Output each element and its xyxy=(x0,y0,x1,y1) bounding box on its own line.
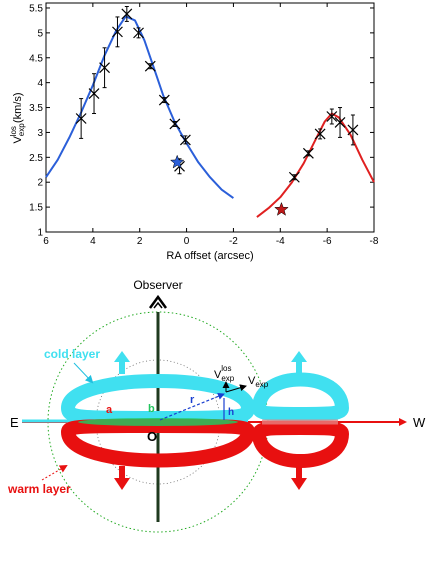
x-tick-label: -2 xyxy=(229,236,238,247)
y-tick-label: 1.5 xyxy=(29,203,43,214)
origin-label: O xyxy=(147,429,157,444)
y-label-sub: exp xyxy=(17,123,26,136)
data-point xyxy=(133,27,144,39)
y-tick-label: 4.5 xyxy=(29,53,43,64)
y-tick-label: 4 xyxy=(37,78,43,89)
vlos-label: Vexplos xyxy=(214,364,235,383)
tick-marks xyxy=(45,3,375,233)
y-axis-label: Vexplos (km/s) xyxy=(9,92,26,143)
a-label: a xyxy=(106,404,113,416)
green-disk xyxy=(78,418,238,426)
x-tick-label: 6 xyxy=(43,236,49,247)
x-marker xyxy=(121,8,133,20)
velocity-chart: 6 4 2 0 -2 -4 -6 -8 1 1.5 2 2.5 3 3.5 4 4.5 5 5.5 RA offs… xyxy=(9,2,379,262)
y-tick-label: 5.5 xyxy=(29,3,43,14)
x-marker xyxy=(169,118,181,130)
observer-label: Observer xyxy=(133,278,182,292)
warm-arrow-left xyxy=(114,466,130,490)
data-points xyxy=(75,5,359,216)
data-point xyxy=(88,73,100,115)
x-tick-label: -8 xyxy=(370,236,379,247)
data-point xyxy=(288,171,300,183)
x-marker xyxy=(99,62,110,74)
y-tick-label: 5 xyxy=(37,28,43,39)
x-marker xyxy=(314,128,326,140)
x-marker xyxy=(144,60,156,72)
data-point xyxy=(347,114,359,146)
vlos-label-main: V xyxy=(214,369,222,381)
data-point xyxy=(99,47,110,89)
x-marker xyxy=(133,27,144,39)
fit-line xyxy=(45,15,234,199)
h-label: h xyxy=(228,407,234,418)
data-point xyxy=(121,5,133,22)
x-tick-label: 2 xyxy=(137,236,143,247)
data-point xyxy=(179,134,191,146)
y-tick-label: 2.5 xyxy=(29,153,43,164)
y-label-main: V xyxy=(12,136,24,144)
data-point xyxy=(314,128,326,140)
cold-arrow-left xyxy=(114,351,130,374)
vexp-arrow xyxy=(225,384,247,393)
cold-layer-pointer xyxy=(73,362,94,384)
data-point xyxy=(112,16,123,48)
x-marker xyxy=(334,117,346,128)
x-tick-label: 4 xyxy=(90,236,96,247)
cold-arrow-right xyxy=(291,351,307,374)
data-point xyxy=(326,108,338,125)
y-tick-label: 3.5 xyxy=(29,103,43,114)
data-point xyxy=(334,107,346,138)
warm-layer-label: warm layer xyxy=(7,482,71,496)
x-marker xyxy=(112,26,123,38)
east-label: E xyxy=(10,415,19,430)
y-label-unit: (km/s) xyxy=(12,92,24,126)
x-marker xyxy=(302,147,314,159)
warm-layer-pointer xyxy=(41,464,68,481)
geometry-diagram: Observer xyxy=(7,278,426,533)
vlos-label-sup: los xyxy=(221,364,231,373)
data-point xyxy=(169,118,181,130)
x-tick-label: -6 xyxy=(323,236,332,247)
warm-layer-arc-left xyxy=(61,419,255,468)
y-tick-label: 2 xyxy=(37,178,43,189)
data-point xyxy=(144,60,156,72)
r-vector xyxy=(159,393,225,421)
vexp-label-main: V xyxy=(248,375,256,387)
eye-icon xyxy=(148,294,168,309)
vexp-label: Vexp xyxy=(248,375,269,389)
vexp-label-sub: exp xyxy=(255,380,268,389)
x-marker xyxy=(75,113,87,124)
plot-frame xyxy=(45,2,375,233)
r-label: r xyxy=(190,394,195,406)
b-label: b xyxy=(148,403,155,415)
tick-labels: 6 4 2 0 -2 -4 -6 -8 1 1.5 2 2.5 3 3.5 4 4.5 5 5.5 xyxy=(29,3,379,247)
x-tick-label: 0 xyxy=(184,236,190,247)
x-marker xyxy=(179,134,191,146)
x-axis-label: RA offset (arcsec) xyxy=(166,250,253,262)
data-point xyxy=(302,147,314,159)
data-point xyxy=(75,98,87,139)
warm-layer-arc-right xyxy=(252,421,349,468)
star-marker xyxy=(169,154,185,169)
x-tick-label: -4 xyxy=(276,236,285,247)
y-tick-label: 3 xyxy=(37,128,43,139)
warm-arrow-right xyxy=(291,466,307,490)
cold-layer-label: cold layer xyxy=(44,347,100,361)
star-marker xyxy=(274,201,289,216)
x-marker xyxy=(158,94,170,106)
cold-layer-arc-right xyxy=(252,372,349,421)
west-label: W xyxy=(413,415,426,430)
x-marker xyxy=(288,171,300,183)
data-point xyxy=(158,94,170,106)
x-marker xyxy=(326,111,338,122)
vlos-label-sub: exp xyxy=(221,374,234,383)
cold-layer-arc-left xyxy=(61,374,255,425)
x-marker xyxy=(347,124,359,136)
y-tick-label: 1 xyxy=(37,228,43,239)
fit-lines xyxy=(45,15,375,218)
y-label-sup: los xyxy=(9,126,18,136)
x-marker xyxy=(88,88,100,100)
